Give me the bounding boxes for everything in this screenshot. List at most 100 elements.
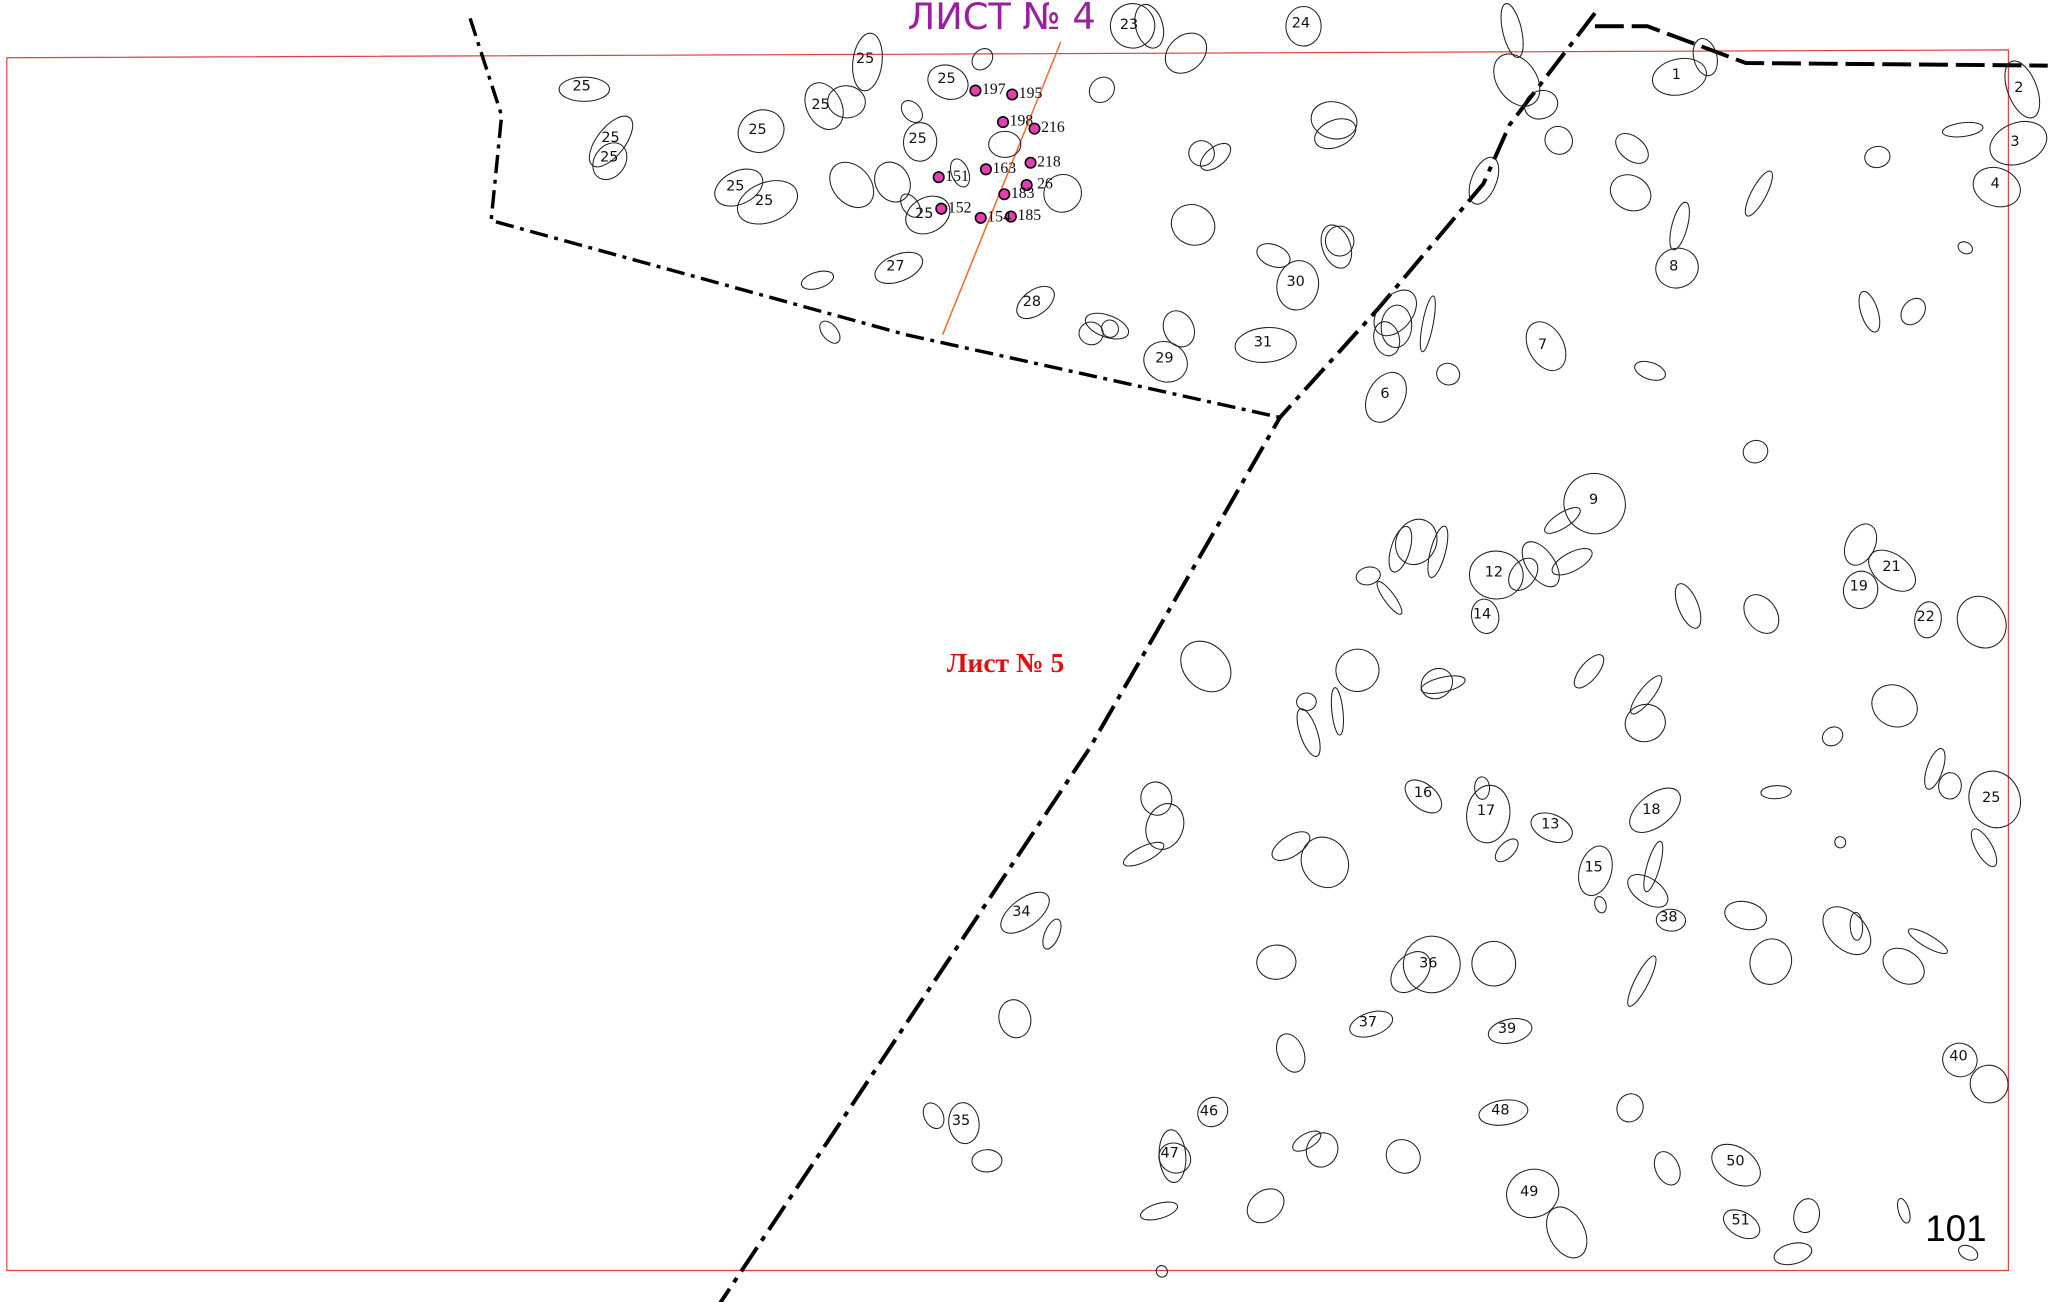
contour — [1655, 247, 1699, 289]
contour — [1958, 1244, 1979, 1261]
contour — [1882, 947, 1925, 985]
point — [996, 116, 1010, 129]
contour — [1140, 781, 1173, 816]
contour — [1634, 360, 1666, 381]
contour — [988, 130, 1022, 158]
parcel-label: 36 — [1419, 955, 1437, 971]
contour — [1743, 594, 1780, 634]
contour — [1487, 1018, 1533, 1045]
contour — [1957, 241, 1974, 255]
parcel-label: 23 — [1120, 17, 1138, 33]
contour — [1478, 1099, 1529, 1126]
contour — [1355, 566, 1381, 586]
contour — [1941, 121, 1984, 138]
parcel-label: 151 — [945, 168, 969, 185]
contour — [971, 1149, 1003, 1173]
contour — [1871, 684, 1918, 728]
contour — [1000, 891, 1050, 934]
contour — [1546, 1206, 1588, 1259]
parcel-label: 195 — [1019, 85, 1043, 102]
parcel-label: 152 — [948, 199, 972, 216]
contour — [1158, 1142, 1192, 1174]
contour — [1300, 836, 1350, 889]
contour — [1544, 125, 1574, 155]
contour — [1956, 595, 2007, 649]
parcel-label: 25 — [755, 193, 773, 209]
contour — [1624, 703, 1666, 743]
contour — [1390, 951, 1431, 994]
contour — [1197, 1096, 1229, 1128]
contour — [1466, 784, 1511, 844]
point — [979, 163, 992, 176]
contour — [592, 142, 628, 181]
contour — [1573, 654, 1605, 689]
point — [935, 202, 948, 215]
parcel-label: 12 — [1485, 564, 1503, 580]
contour — [1508, 557, 1539, 591]
contour — [1594, 896, 1607, 914]
contour — [1122, 841, 1165, 867]
contour — [1395, 518, 1438, 566]
contour — [1365, 371, 1407, 423]
parcel-label: 19 — [1850, 579, 1868, 595]
contour — [1427, 525, 1449, 579]
contour — [1849, 911, 1864, 941]
point — [998, 188, 1011, 201]
contour — [1722, 1209, 1761, 1240]
parcel-label: 1 — [1672, 67, 1681, 83]
contour — [1551, 548, 1593, 576]
contour — [1436, 362, 1461, 386]
contour — [1525, 321, 1567, 372]
contour — [1972, 166, 2021, 208]
contour — [1170, 204, 1216, 246]
contour — [1078, 321, 1104, 346]
contour — [1609, 174, 1652, 212]
contour — [1544, 507, 1581, 534]
contour — [1968, 770, 2022, 829]
contour — [1494, 838, 1519, 863]
contour — [1310, 101, 1358, 140]
point — [1004, 210, 1017, 223]
contour — [1419, 295, 1436, 353]
contour — [874, 251, 924, 284]
parcel-label: 46 — [1200, 1104, 1218, 1120]
contour — [1500, 3, 1524, 59]
contour — [1088, 76, 1115, 104]
parcel-label: 2 — [2014, 80, 2023, 96]
parcel-label: 154 — [987, 208, 1011, 225]
contour — [1616, 1093, 1644, 1123]
contour — [1271, 831, 1311, 861]
sheet-5-title: Лист № 5 — [947, 647, 1064, 678]
contour — [1134, 3, 1165, 49]
contour — [1773, 1242, 1813, 1266]
contour — [714, 168, 764, 207]
parcel-label: 216 — [1041, 119, 1065, 136]
parcel-label: 27 — [886, 258, 904, 274]
parcel-label: 197 — [982, 81, 1006, 98]
contour — [1373, 321, 1401, 357]
parcel-label: 198 — [1010, 113, 1034, 130]
contour — [1155, 1265, 1168, 1278]
contour — [998, 999, 1032, 1039]
contour — [1474, 776, 1491, 800]
contour — [1330, 687, 1345, 736]
contour — [1180, 640, 1232, 693]
contour — [558, 76, 611, 102]
contour — [819, 320, 841, 344]
contour — [827, 85, 866, 119]
parcel-label: 25 — [726, 178, 744, 194]
contour — [736, 180, 799, 225]
parcel-label: 35 — [952, 1113, 970, 1129]
contour — [2004, 60, 2041, 119]
parcel-label: 3 — [2010, 134, 2019, 150]
contour — [1858, 290, 1881, 333]
contour — [1404, 779, 1443, 814]
contour — [1109, 3, 1156, 49]
parcel-label: 31 — [1254, 335, 1272, 351]
parcel-label: 17 — [1477, 803, 1495, 819]
contour — [1629, 787, 1681, 833]
contour — [1521, 541, 1560, 588]
